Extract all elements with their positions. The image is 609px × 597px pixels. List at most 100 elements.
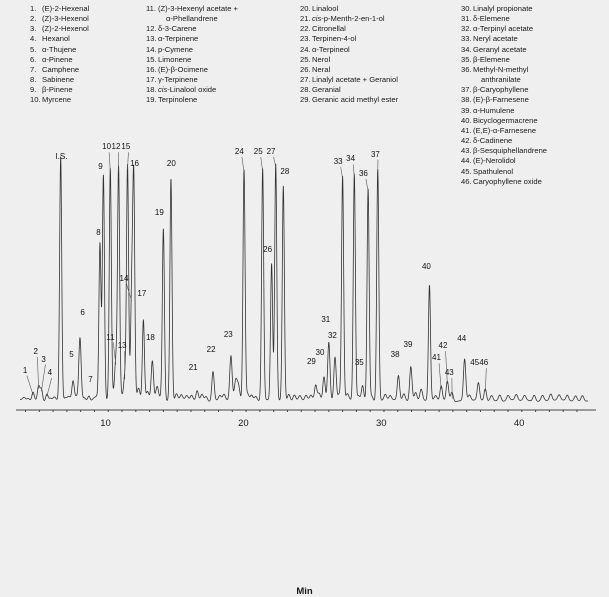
peak-label-33: 33	[334, 157, 343, 166]
peak-label-4: 4	[48, 368, 52, 377]
legend-item-number: 42.	[461, 136, 473, 146]
legend-item-name: (Z)-3-Hexenol	[42, 14, 89, 24]
legend-item: 41.(E,E)-α-Farnesene	[461, 126, 609, 136]
legend-item-name: Sabinene	[42, 75, 74, 85]
x-axis-tick-label: 40	[514, 418, 525, 429]
legend-item: 1.(E)-2-Hexenal	[30, 4, 138, 14]
peak-leader-line	[485, 368, 486, 391]
legend-item-name: cis-p-Menth-2-en-1-ol	[312, 14, 385, 24]
peak-label-30: 30	[316, 348, 325, 357]
legend-item: 9.β-Pinene	[30, 85, 138, 95]
peak-leader-line	[261, 157, 263, 172]
legend-item: 36.Methyl-N-methyl	[461, 65, 609, 75]
legend-item-name: δ-3-Carene	[158, 24, 196, 34]
peak-label-20: 20	[167, 159, 176, 168]
peak-label-11: 11	[106, 333, 114, 342]
legend-item: α-Phellandrene	[146, 14, 296, 24]
peak-label-29: 29	[307, 357, 316, 366]
legend-item-number: 31.	[461, 14, 473, 24]
peak-label-1: 1	[23, 366, 27, 375]
legend-item: 38.(E)-β-Farnesene	[461, 95, 609, 105]
peak-label-16: 16	[130, 159, 139, 168]
legend-item-number: 38.	[461, 95, 473, 105]
peak-leader-line	[41, 365, 45, 392]
legend-item-name: Terpinen-4-ol	[312, 34, 356, 44]
legend-item: 8.Sabinene	[30, 75, 138, 85]
peak-label-28: 28	[280, 167, 289, 176]
legend-item: 3.(Z)-2-Hexenol	[30, 24, 138, 34]
legend-item: 4.Hexanol	[30, 34, 138, 44]
legend-item: 18.cis-Linalool oxide	[146, 85, 296, 95]
legend-item-number: 19.	[146, 95, 158, 105]
legend-item-number: 28.	[300, 85, 312, 95]
legend-item-name: α-Terpineol	[312, 45, 350, 55]
peak-leader-line	[37, 357, 38, 389]
legend-item-name: α-Terpinyl acetate	[473, 24, 533, 34]
legend-item: 39.α-Humulene	[461, 106, 609, 116]
legend-item-number: 10.	[30, 95, 42, 105]
legend-item: 40.Bicyclogermacrene	[461, 116, 609, 126]
peak-label-39: 39	[404, 340, 413, 349]
legend-item-number: 4.	[30, 34, 42, 44]
peak-leader-line	[113, 343, 116, 365]
peak-label-35: 35	[355, 358, 364, 367]
legend-item: 20.Linalool	[300, 4, 451, 14]
legend-item-name: α-Terpinene	[158, 34, 198, 44]
peak-label-27: 27	[267, 147, 276, 156]
peak-leader-line	[109, 152, 110, 171]
legend-item-name: α-Pinene	[42, 55, 73, 65]
peak-label-10: 10	[102, 142, 111, 151]
legend-item-number: 1.	[30, 4, 42, 14]
legend-item-name: (Z)-3-Hexenyl acetate +	[158, 4, 238, 14]
legend-item: 5.α-Thujene	[30, 45, 138, 55]
x-axis-tick-label: 20	[238, 418, 249, 429]
legend-item: anthranilate	[461, 75, 609, 85]
legend-item-name: Geranyl acetate	[473, 45, 527, 55]
peak-label-25: 25	[254, 147, 263, 156]
legend-item-name: (E)-β-Farnesene	[473, 95, 529, 105]
legend-item-name: Limonene	[158, 55, 191, 65]
legend-item: 12.δ-3-Carene	[146, 24, 296, 34]
legend-item-name: (E)-β-Ocimene	[158, 65, 208, 75]
legend-item: 23.Terpinen-4-ol	[300, 34, 451, 44]
legend-item-number: 12.	[146, 24, 158, 34]
legend-item-name: Nerol	[312, 55, 330, 65]
peak-label-44: 44	[457, 334, 466, 343]
legend-item: 37.β-Caryophyllene	[461, 85, 609, 95]
peak-leader-line	[366, 179, 368, 191]
legend-item-number: 14.	[146, 45, 158, 55]
peak-label-24: 24	[235, 147, 244, 156]
legend-item: 17.γ-Terpinene	[146, 75, 296, 85]
legend-item-name: Hexanol	[42, 34, 70, 44]
legend-item-name: β-Caryophyllene	[473, 85, 528, 95]
peak-label-46: 46	[479, 358, 488, 367]
legend-item-name: δ-Elemene	[473, 14, 510, 24]
legend-item-number: 26.	[300, 65, 312, 75]
legend-item-name: Camphene	[42, 65, 79, 75]
legend-item: 6.α-Pinene	[30, 55, 138, 65]
peak-label-23: 23	[224, 330, 233, 339]
peak-label-36: 36	[359, 169, 368, 178]
legend-item-number: 15.	[146, 55, 158, 65]
peak-label-13: 13	[118, 341, 127, 350]
peak-label-32: 32	[328, 331, 337, 340]
legend-item-number: 27.	[300, 75, 312, 85]
legend-item: 15.Limonene	[146, 55, 296, 65]
peak-label-26: 26	[263, 245, 272, 254]
peak-label-12: 12	[112, 142, 121, 151]
legend-item-name: Neral	[312, 65, 330, 75]
legend-item: 42.δ-Cadinene	[461, 136, 609, 146]
legend-item-number: 6.	[30, 55, 42, 65]
legend-item-name: Geranic acid methyl ester	[312, 95, 398, 105]
legend-item-number: 40.	[461, 116, 473, 126]
legend-item-number: 32.	[461, 24, 473, 34]
legend-item: 2.(Z)-3-Hexenol	[30, 14, 138, 24]
legend-item: 10.Myrcene	[30, 95, 138, 105]
legend-item: 11.(Z)-3-Hexenyl acetate +	[146, 4, 296, 14]
legend-item: 25.Nerol	[300, 55, 451, 65]
legend-item-number: 24.	[300, 45, 312, 55]
peak-leader-line	[353, 164, 354, 176]
legend-item: 22.Citronellal	[300, 24, 451, 34]
